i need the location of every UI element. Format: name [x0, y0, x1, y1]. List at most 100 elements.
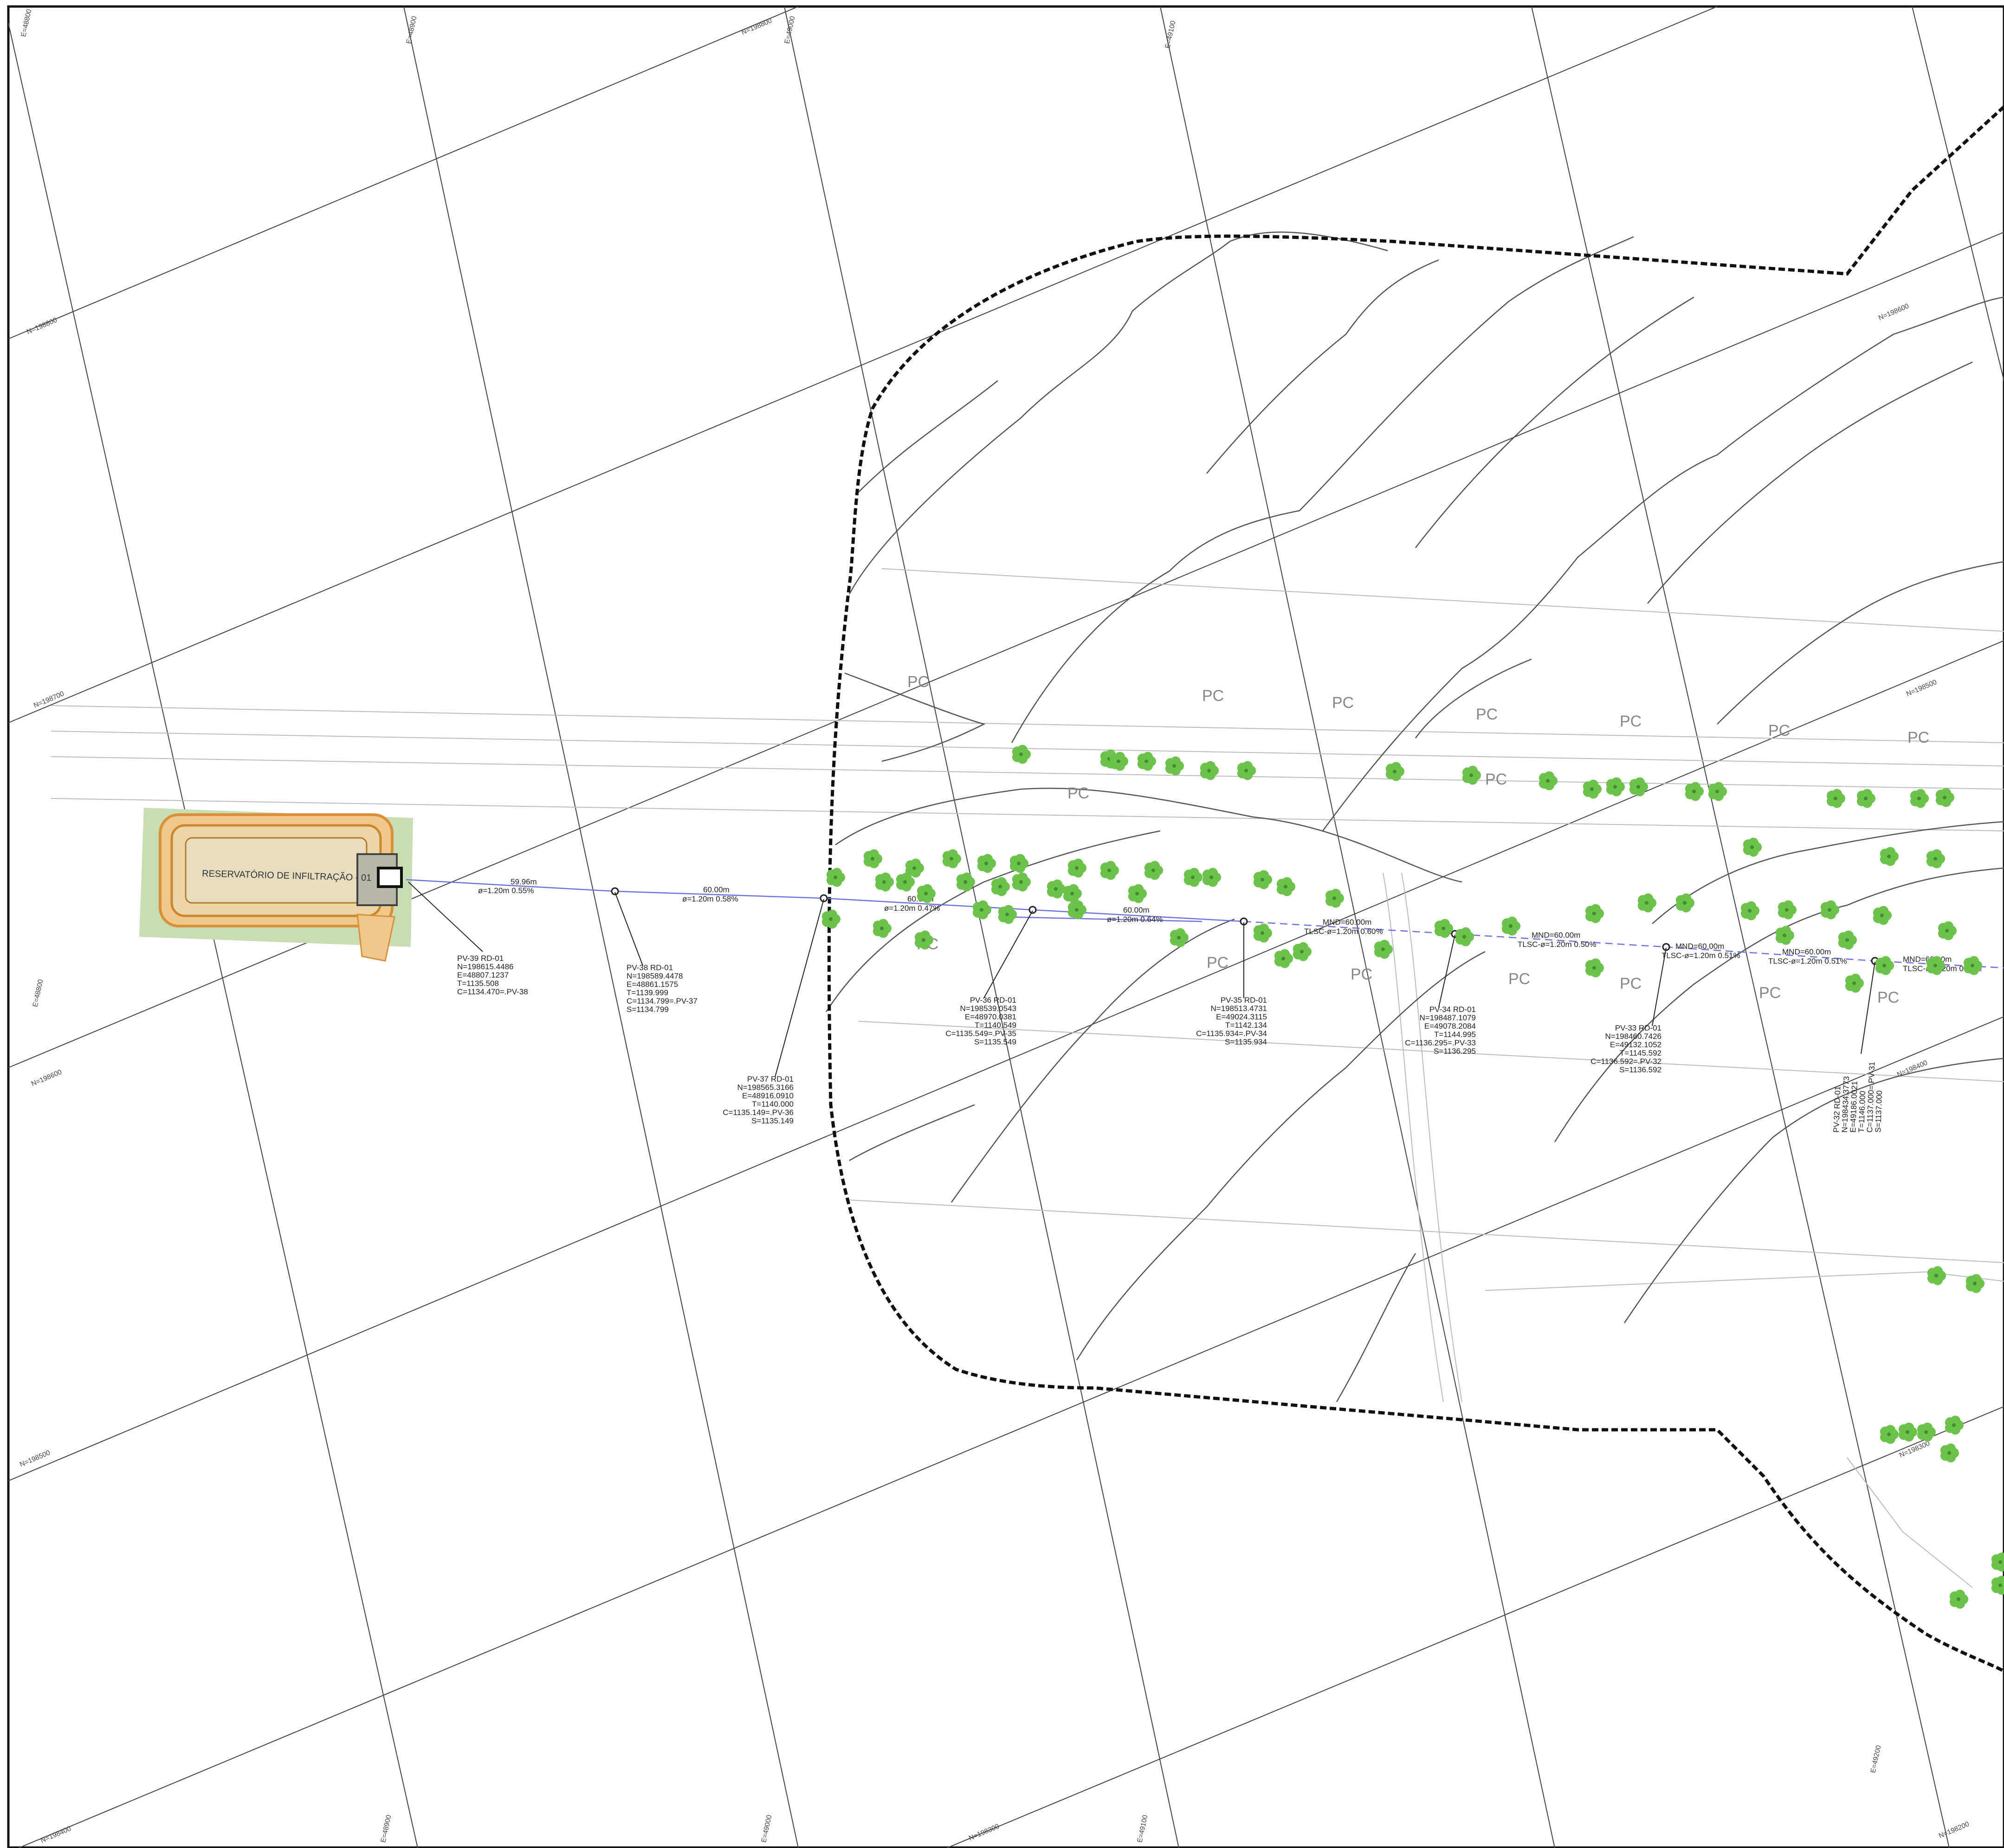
tree-icon	[1144, 861, 1163, 880]
segment-spec: TLSC-ø=1.20m 0.60%	[1304, 927, 1383, 936]
label-leaders	[408, 882, 1875, 1077]
land-use-label: PC	[1332, 694, 1354, 712]
segment-spec: ø=1.20m 0.58%	[682, 895, 738, 903]
tree-icon	[1938, 921, 1957, 940]
manhole-label-line: C=1134.470=.PV-38	[457, 987, 528, 996]
tree-icon	[1100, 861, 1119, 880]
tree-icon	[1237, 761, 1256, 780]
tree-icon	[1740, 901, 1759, 921]
manhole-label-line: E=48807.1237	[457, 971, 509, 979]
manhole-label-line: PV-36 RD-01	[970, 996, 1016, 1005]
tree-icon	[1629, 777, 1648, 797]
tree-icon	[1991, 1552, 2004, 1572]
tree-icon	[1820, 900, 1839, 920]
land-use-label: PC	[1067, 785, 1089, 802]
tree-icon	[1880, 847, 1899, 866]
segment-length: MND=60.00m	[1323, 918, 1371, 927]
tree-icon	[1539, 771, 1558, 791]
manhole-label-line: C=1135.549=.PV-35	[945, 1029, 1016, 1038]
tree-icon	[873, 919, 892, 938]
tree-icon	[1875, 956, 1894, 975]
manhole-label-line: N=198615.4486	[457, 962, 513, 971]
manhole-label-line: S=1136.592	[1619, 1065, 1661, 1074]
tree-icon	[1583, 779, 1602, 799]
segment-length: 59.96m	[511, 877, 537, 886]
manhole-label-line: E=48970.0381	[965, 1012, 1016, 1021]
manhole-label-line: N=198589.4478	[627, 972, 683, 980]
manhole-label-line: PV-32 RD-01	[1832, 1086, 1842, 1133]
tree-icon	[1325, 888, 1344, 908]
infiltration-reservoir: RESERVATÓRIO DE INFILTRAÇÃO - 01	[139, 808, 413, 962]
tree-icon	[1274, 949, 1293, 968]
manhole-label-line: C=1135.149=.PV-36	[723, 1108, 794, 1117]
tree-icon	[1501, 916, 1520, 936]
land-use-label: PC	[1768, 722, 1790, 739]
tree-icon	[1927, 1266, 1946, 1285]
land-use-label: PC	[1508, 970, 1530, 988]
terrain-contours	[825, 231, 2004, 1402]
manhole-label-line: N=198513.4731	[1211, 1004, 1267, 1013]
tree-icon	[1743, 837, 1762, 857]
tree-icon	[1910, 789, 1929, 808]
land-use-labels: PC PC PC PC PC PC PC PC PC PC PC PC PC P…	[907, 673, 1929, 1006]
tree-icon	[875, 872, 894, 892]
tree-icon	[1293, 942, 1312, 961]
tree-icon	[1200, 761, 1219, 780]
tree-icon	[1873, 906, 1892, 925]
land-use-label: PC	[1620, 713, 1642, 730]
tree-icon	[1165, 756, 1184, 776]
reservoir-outlet	[356, 914, 395, 962]
land-use-label: PC	[1476, 706, 1498, 723]
segment-length: 60.00m	[703, 885, 730, 894]
manhole-label-line: PV-34 RD-01	[1429, 1005, 1476, 1014]
tree-icon	[1374, 940, 1393, 959]
segment-spec: TLSC-ø=1.20m 0.51%	[1661, 951, 1740, 960]
tree-icon	[1063, 884, 1082, 903]
manhole-label-line: S=1135.549	[974, 1037, 1016, 1046]
tree-icon	[821, 909, 840, 929]
land-use-label: PC	[1351, 966, 1372, 983]
tree-icon	[1012, 872, 1031, 892]
manhole-label-line: T=1139.999	[627, 988, 668, 997]
tree-icon	[1775, 926, 1794, 945]
tree-icon	[826, 868, 845, 887]
manhole-label-line: S=1134.799	[627, 1005, 669, 1014]
manhole-label-line: N=198539.0543	[960, 1004, 1016, 1013]
manhole-pv37	[820, 894, 828, 902]
segment-length: MND=60.00m	[1675, 942, 1724, 951]
coordinate-grid	[8, 6, 2004, 1848]
manhole-label-line: N=198565.3166	[737, 1083, 794, 1092]
tree-icon	[1109, 752, 1128, 771]
manhole-label-line: C=1136.295=.PV-33	[1405, 1038, 1476, 1047]
tree-icon	[991, 877, 1010, 896]
tree-icon	[1845, 973, 1864, 993]
tree-icon	[1926, 956, 1945, 975]
manhole-label-line: T=1142.134	[1225, 1021, 1267, 1030]
manhole-label-line: S=1137.000	[1874, 1090, 1884, 1133]
tree-icon	[1637, 893, 1656, 913]
land-use-label: PC	[1485, 771, 1507, 788]
tree-icon	[863, 849, 882, 869]
manhole-label-line: PV-38 RD-01	[627, 963, 673, 972]
tree-icon	[1945, 1415, 1964, 1435]
tree-icon	[1012, 745, 1031, 764]
tree-icon	[1708, 782, 1727, 801]
manhole-labels: PV-39 RD-01N=198615.4486E=48807.1237T=11…	[457, 954, 1884, 1133]
manhole-label-line: T=1145.592	[1620, 1049, 1661, 1057]
manhole-label-line: T=1146.000	[1857, 1091, 1867, 1133]
segment-spec: TLSC-ø=1.20m 0.50%	[1518, 940, 1597, 949]
tree-icon	[1462, 765, 1481, 785]
tree-icon	[1917, 1422, 1936, 1442]
segment-spec: ø=1.20m 0.47%	[884, 904, 940, 913]
manhole-label-line: N=198487.1079	[1420, 1013, 1476, 1022]
manhole-label-line: T=1144.995	[1434, 1030, 1476, 1039]
tree-icon	[1685, 782, 1704, 801]
tree-icon	[1880, 1425, 1899, 1444]
tree-icon	[1455, 927, 1474, 947]
manhole-label-line: PV-35 RD-01	[1221, 996, 1267, 1005]
tree-icon	[1585, 904, 1604, 923]
trees	[821, 745, 2004, 1609]
tree-icon	[1170, 928, 1189, 947]
land-use-label: PC	[907, 673, 929, 691]
tree-icon	[917, 884, 936, 903]
